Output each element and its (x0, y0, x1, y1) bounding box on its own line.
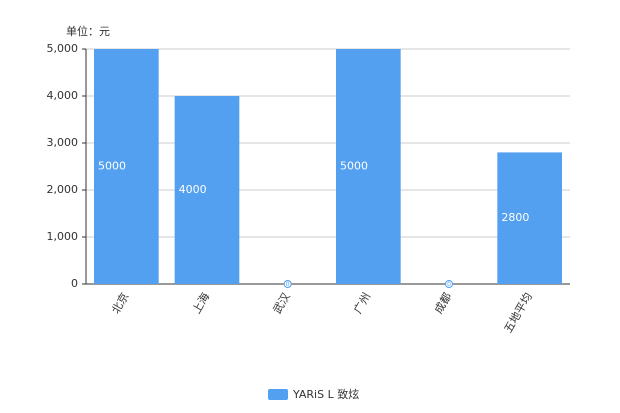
y-tick-label: 2,000 (47, 183, 79, 196)
value-label: 4000 (179, 183, 207, 196)
y-tick-label: 5,000 (47, 42, 79, 55)
value-label: 2800 (501, 211, 529, 224)
bar (94, 49, 159, 284)
unit-label: 单位：元 (66, 24, 110, 38)
value-label: 0 (286, 281, 290, 288)
legend-label: YARiS L 致炫 (292, 387, 359, 401)
legend-swatch (268, 389, 288, 400)
x-tick-label: 北京 (108, 290, 131, 316)
value-label: 5000 (340, 160, 368, 173)
value-label: 5000 (98, 160, 126, 173)
zero-marker (445, 280, 453, 288)
x-tick-label: 成都 (432, 291, 454, 317)
value-label: 0 (447, 281, 451, 288)
zero-marker (283, 280, 292, 288)
y-tick-label: 3,000 (47, 136, 79, 149)
bar (336, 49, 401, 284)
x-tick-label: 武汉 (271, 291, 293, 317)
bar (497, 152, 562, 284)
x-tick-label: 广州 (351, 291, 373, 317)
y-tick-label: 0 (71, 277, 78, 290)
y-tick-label: 4,000 (47, 89, 79, 102)
y-tick-label: 1,000 (47, 230, 79, 243)
bar (174, 96, 240, 284)
x-tick-label: 上海 (189, 290, 212, 316)
x-tick-label: 五地平均 (502, 291, 535, 336)
